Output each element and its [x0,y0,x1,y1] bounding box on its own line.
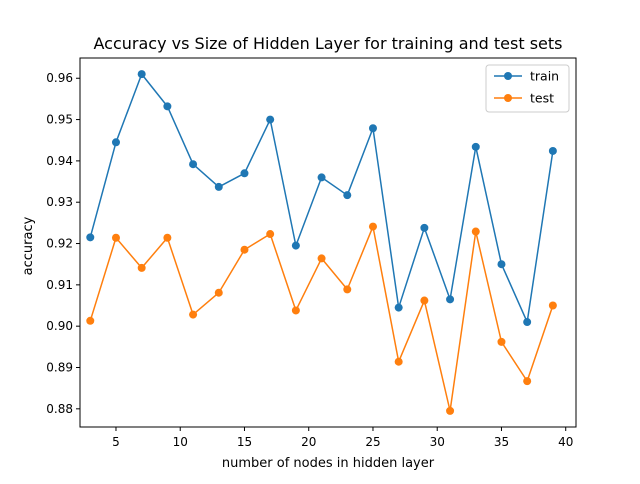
train-point [420,223,429,232]
test-point [471,227,480,236]
train-point [497,260,506,269]
x-tick-label: 5 [112,435,120,449]
y-axis: 0.88 0.89 0.90 0.91 0.92 0.93 0.94 0.95 0.96 [46,71,80,416]
train-point [189,160,198,169]
legend-label-test: test [530,91,554,106]
train-point [240,169,249,178]
train-point [523,318,532,327]
legend: train test [485,64,570,113]
test-point [111,233,120,242]
train-point [394,303,403,312]
series-train [86,70,557,327]
test-point [497,337,506,346]
train-point [343,191,352,200]
test-point [163,233,172,242]
test-point [137,263,146,272]
y-tick-label: 0.88 [46,402,73,416]
train-point [266,115,275,124]
x-tick-label: 20 [301,435,316,449]
y-tick-label: 0.94 [46,154,73,168]
train-point [471,142,480,151]
y-tick-label: 0.89 [46,360,73,374]
test-point [420,296,429,305]
x-tick-label: 25 [365,435,380,449]
test-point [240,245,249,254]
train-point [86,233,95,242]
test-point [446,406,455,415]
x-tick-label: 10 [173,435,188,449]
test-point [86,316,95,325]
x-tick-label: 30 [430,435,445,449]
train-point [368,124,377,133]
train-point [111,138,120,147]
y-tick-label: 0.90 [46,319,73,333]
y-tick-label: 0.96 [46,71,73,85]
train-point [163,102,172,111]
test-point [317,254,326,263]
legend-marker-test [504,94,512,102]
x-tick-label: 35 [494,435,509,449]
chart-title: Accuracy vs Size of Hidden Layer for tra… [94,34,563,53]
plot-area [79,57,577,428]
train-point [291,241,300,250]
x-axis: 5 10 15 20 25 30 35 40 [112,427,573,449]
train-point [214,182,223,191]
test-point [266,230,275,239]
test-point [368,222,377,231]
train-point [137,70,146,79]
y-axis-label: accuracy [21,216,36,275]
y-tick-label: 0.92 [46,237,73,251]
test-point [523,377,532,386]
test-point [394,357,403,366]
train-point [317,173,326,182]
legend-label-train: train [530,69,559,84]
x-axis-label: number of nodes in hidden layer [222,456,435,471]
test-point [548,301,557,310]
plot-frame [79,57,577,428]
y-tick-label: 0.95 [46,113,73,127]
y-tick-label: 0.91 [46,278,73,292]
x-tick-label: 40 [558,435,573,449]
series-layer [86,70,557,415]
series-test [86,222,557,415]
test-point [291,306,300,315]
train-point [446,295,455,304]
test-point [343,285,352,294]
test-point [214,288,223,297]
test-point [189,310,198,319]
y-tick-label: 0.93 [46,195,73,209]
legend-marker-train [504,72,512,80]
x-tick-label: 15 [237,435,252,449]
train-point [548,146,557,155]
